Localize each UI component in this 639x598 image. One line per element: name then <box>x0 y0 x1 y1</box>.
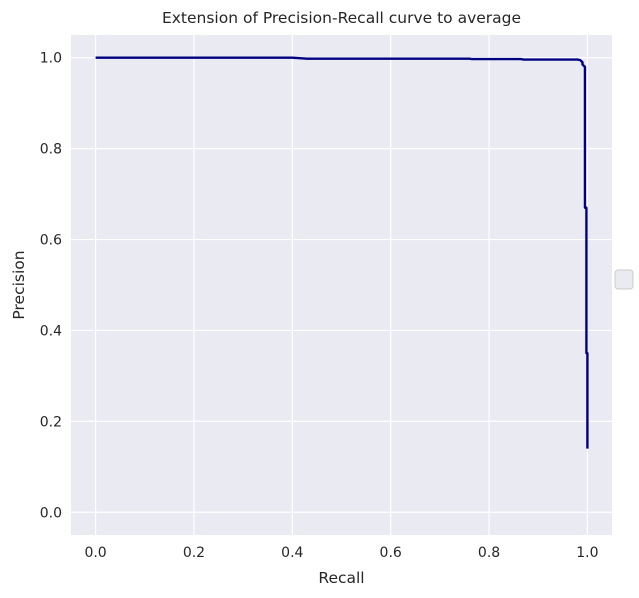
x-tick-label: 0.0 <box>84 545 106 561</box>
y-tick-label: 0.2 <box>40 414 62 430</box>
x-tick-label: 0.4 <box>281 545 303 561</box>
x-tick-label: 1.0 <box>576 545 598 561</box>
y-tick-label: 0.8 <box>40 142 62 158</box>
x-tick-label: 0.2 <box>183 545 205 561</box>
series-layer <box>95 56 589 449</box>
tick-labels: 0.0 0.2 0.4 0.6 0.8 1.0 0.0 0.2 0.4 0.6 0.8 1.0 <box>40 51 599 561</box>
x-tick-label: 0.8 <box>478 545 500 561</box>
y-axis-label: Precision <box>10 250 28 319</box>
x-tick-label: 0.6 <box>380 545 402 561</box>
chart-title: Extension of Precision-Recall curve to a… <box>162 9 521 27</box>
y-tick-label: 0.0 <box>40 505 62 521</box>
y-tick-label: 0.6 <box>40 233 62 249</box>
legend-box <box>614 269 634 290</box>
x-axis-label: Recall <box>318 569 364 587</box>
plot-background <box>71 35 612 535</box>
y-tick-label: 1.0 <box>40 51 62 67</box>
y-tick-label: 0.4 <box>40 323 62 339</box>
series-line <box>95 56 589 449</box>
